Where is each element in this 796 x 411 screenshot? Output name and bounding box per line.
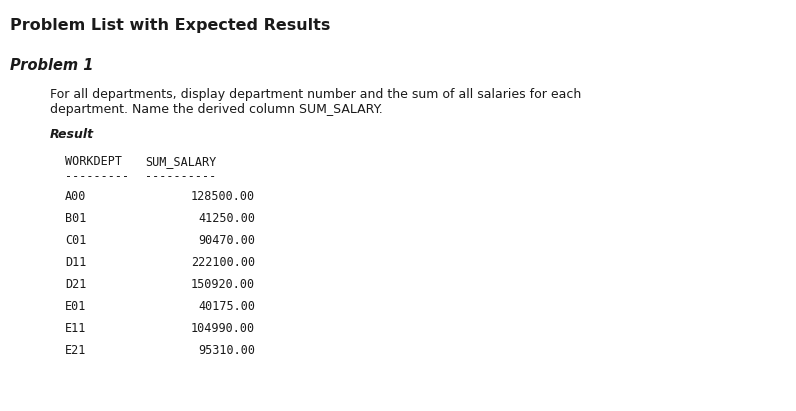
Text: SUM_SALARY: SUM_SALARY bbox=[145, 155, 217, 168]
Text: 41250.00: 41250.00 bbox=[198, 212, 255, 225]
Text: D11: D11 bbox=[65, 256, 87, 269]
Text: E01: E01 bbox=[65, 300, 87, 313]
Text: E11: E11 bbox=[65, 322, 87, 335]
Text: E21: E21 bbox=[65, 344, 87, 357]
Text: WORKDEPT: WORKDEPT bbox=[65, 155, 122, 168]
Text: ---------: --------- bbox=[65, 170, 129, 183]
Text: D21: D21 bbox=[65, 278, 87, 291]
Text: For all departments, display department number and the sum of all salaries for e: For all departments, display department … bbox=[50, 88, 581, 101]
Text: 128500.00: 128500.00 bbox=[191, 190, 255, 203]
Text: 222100.00: 222100.00 bbox=[191, 256, 255, 269]
Text: 104990.00: 104990.00 bbox=[191, 322, 255, 335]
Text: Problem List with Expected Results: Problem List with Expected Results bbox=[10, 18, 330, 33]
Text: 95310.00: 95310.00 bbox=[198, 344, 255, 357]
Text: A00: A00 bbox=[65, 190, 87, 203]
Text: department. Name the derived column SUM_SALARY.: department. Name the derived column SUM_… bbox=[50, 103, 383, 116]
Text: Result: Result bbox=[50, 128, 94, 141]
Text: 40175.00: 40175.00 bbox=[198, 300, 255, 313]
Text: 150920.00: 150920.00 bbox=[191, 278, 255, 291]
Text: 90470.00: 90470.00 bbox=[198, 234, 255, 247]
Text: C01: C01 bbox=[65, 234, 87, 247]
Text: ----------: ---------- bbox=[145, 170, 217, 183]
Text: B01: B01 bbox=[65, 212, 87, 225]
Text: Problem 1: Problem 1 bbox=[10, 58, 93, 73]
